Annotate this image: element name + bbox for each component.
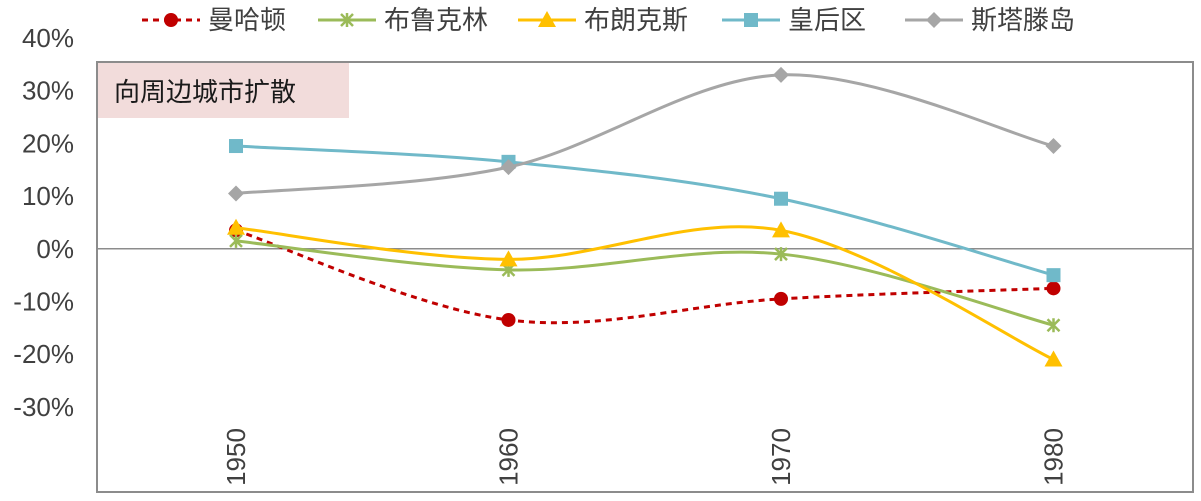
data-point bbox=[228, 185, 244, 202]
y-tick-label: 10% bbox=[22, 181, 74, 211]
legend-marker bbox=[340, 13, 354, 27]
legend-marker bbox=[538, 11, 556, 27]
plot-frame bbox=[96, 61, 1194, 493]
data-point bbox=[501, 312, 516, 327]
data-point bbox=[774, 291, 788, 306]
legend-item: 布鲁克林 bbox=[318, 6, 488, 36]
annotation-background bbox=[98, 63, 349, 118]
data-point bbox=[1046, 318, 1061, 333]
legend-item: 曼哈顿 bbox=[142, 6, 286, 36]
y-tick-label: -30% bbox=[13, 392, 74, 422]
x-tick-label: 1950 bbox=[221, 428, 251, 486]
data-point bbox=[773, 66, 789, 83]
series-line bbox=[235, 225, 1055, 361]
legend-marker bbox=[926, 12, 942, 28]
x-tick-label: 1980 bbox=[1039, 428, 1069, 486]
legend-label: 皇后区 bbox=[788, 6, 866, 36]
series-line bbox=[235, 73, 1054, 195]
legend-item: 布朗克斯 bbox=[518, 6, 688, 36]
data-point bbox=[1045, 138, 1062, 155]
series-4 bbox=[229, 139, 1061, 283]
legend-label: 布朗克斯 bbox=[584, 6, 688, 36]
data-point bbox=[1046, 281, 1061, 296]
y-tick-label: -20% bbox=[13, 339, 74, 369]
x-tick-label: 1970 bbox=[766, 428, 796, 486]
data-point bbox=[229, 139, 243, 154]
y-tick-label: 30% bbox=[22, 76, 74, 106]
y-tick-label: 0% bbox=[36, 234, 74, 264]
data-point bbox=[1044, 350, 1063, 367]
legend-item: 皇后区 bbox=[722, 6, 866, 36]
series-5 bbox=[228, 66, 1062, 202]
series-line bbox=[235, 144, 1054, 277]
legend-label: 布鲁克林 bbox=[384, 6, 488, 36]
data-point bbox=[500, 159, 517, 176]
series-line bbox=[235, 228, 1054, 325]
annotation-text: 向周边城市扩散 bbox=[114, 78, 296, 108]
legend-marker bbox=[164, 13, 178, 27]
legend-label: 斯塔滕岛 bbox=[971, 6, 1075, 36]
x-tick-label: 1960 bbox=[494, 428, 524, 486]
data-point bbox=[772, 221, 790, 238]
legend-marker bbox=[744, 13, 758, 27]
y-tick-label: -10% bbox=[13, 287, 74, 317]
series-2 bbox=[229, 233, 1061, 333]
data-point bbox=[227, 218, 245, 235]
data-point bbox=[774, 191, 788, 206]
legend-label: 曼哈顿 bbox=[208, 6, 286, 36]
series-line bbox=[235, 239, 1054, 327]
data-point bbox=[774, 247, 788, 262]
series-3 bbox=[227, 218, 1063, 367]
legend-item: 斯塔滕岛 bbox=[905, 6, 1075, 36]
data-point bbox=[499, 250, 518, 267]
data-point bbox=[229, 233, 243, 248]
y-tick-label: 20% bbox=[22, 128, 74, 158]
y-tick-label: 40% bbox=[22, 23, 74, 53]
data-point bbox=[1046, 268, 1061, 283]
annotation-box: 向周边城市扩散 bbox=[98, 63, 349, 118]
